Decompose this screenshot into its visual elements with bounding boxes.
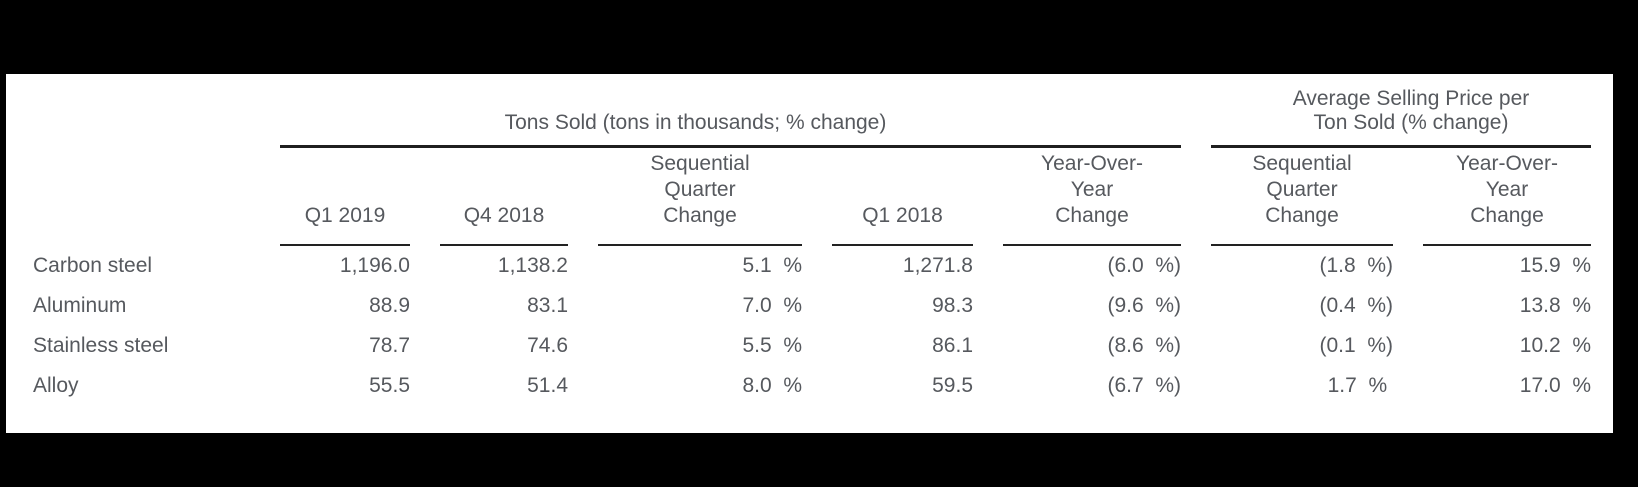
column-header-spacer	[6, 148, 250, 246]
cell-aluminum-q4-2018: 83.1	[527, 294, 568, 317]
cell-carbon-steel-tons-yoy-change: (6.0 %)	[1107, 254, 1181, 277]
cell-aluminum-tons-yoy-change: (9.6 %)	[1107, 294, 1181, 317]
group-header-avg-selling-price: Average Selling Price per Ton Sold (% ch…	[1211, 74, 1591, 148]
column-header-tons-sequential-quarter-change: Sequential Quarter Change	[598, 148, 802, 246]
column-header-q4-2018: Q4 2018	[440, 148, 568, 246]
cell-stainless-steel-asp-seq-change: (0.1 %)	[1319, 334, 1393, 357]
cell-carbon-steel-asp-seq-change: (1.8 %)	[1319, 254, 1393, 277]
row-label-alloy: Alloy	[33, 374, 79, 397]
cell-aluminum-asp-yoy-change: 13.8 %	[1519, 294, 1591, 317]
cell-carbon-steel-q1-2018: 1,271.8	[902, 254, 973, 277]
cell-stainless-steel-tons-seq-change: 5.5 %	[742, 334, 802, 357]
group-header-tons-sold: Tons Sold (tons in thousands; % change)	[280, 74, 1181, 148]
cell-stainless-steel-q4-2018: 74.6	[527, 334, 568, 357]
cell-alloy-tons-yoy-change: (6.7 %)	[1107, 374, 1181, 397]
table-sheet: Tons Sold (tons in thousands; % change) …	[6, 74, 1613, 433]
cell-alloy-q1-2019: 55.5	[369, 374, 410, 397]
group-header-spacer	[6, 74, 250, 148]
cell-aluminum-tons-seq-change: 7.0 %	[742, 294, 802, 317]
column-header-asp-sequential-quarter-change: Sequential Quarter Change	[1211, 148, 1393, 246]
column-header-tons-year-over-year-change: Year-Over- Year Change	[1003, 148, 1181, 246]
cell-carbon-steel-asp-yoy-change: 15.9 %	[1519, 254, 1591, 277]
cell-aluminum-q1-2018: 98.3	[932, 294, 973, 317]
metals-sales-table: Tons Sold (tons in thousands; % change) …	[6, 74, 1613, 406]
cell-stainless-steel-q1-2019: 78.7	[369, 334, 410, 357]
cell-stainless-steel-tons-yoy-change: (8.6 %)	[1107, 334, 1181, 357]
row-label-stainless-steel: Stainless steel	[33, 334, 169, 357]
column-header-asp-year-over-year-change: Year-Over- Year Change	[1423, 148, 1591, 246]
cell-carbon-steel-q1-2019: 1,196.0	[339, 254, 410, 277]
cell-aluminum-asp-seq-change: (0.4 %)	[1319, 294, 1393, 317]
cell-alloy-tons-seq-change: 8.0 %	[742, 374, 802, 397]
cell-alloy-q1-2018: 59.5	[932, 374, 973, 397]
cell-alloy-asp-seq-change: 1.7 %	[1327, 374, 1393, 397]
row-label-aluminum: Aluminum	[33, 294, 127, 317]
cell-stainless-steel-asp-yoy-change: 10.2 %	[1519, 334, 1591, 357]
cell-carbon-steel-q4-2018: 1,138.2	[497, 254, 568, 277]
column-header-q1-2019: Q1 2019	[280, 148, 410, 246]
cell-alloy-q4-2018: 51.4	[527, 374, 568, 397]
cell-carbon-steel-tons-seq-change: 5.1 %	[742, 254, 802, 277]
column-header-q1-2018: Q1 2018	[832, 148, 973, 246]
cell-aluminum-q1-2019: 88.9	[369, 294, 410, 317]
row-label-carbon-steel: Carbon steel	[33, 254, 153, 277]
cell-alloy-asp-yoy-change: 17.0 %	[1519, 374, 1591, 397]
cell-stainless-steel-q1-2018: 86.1	[932, 334, 973, 357]
